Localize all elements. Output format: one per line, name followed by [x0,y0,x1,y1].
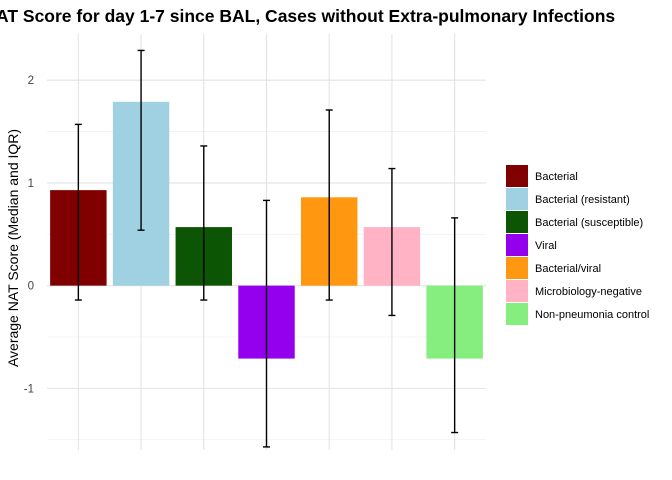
legend-label: Bacterial [535,171,578,183]
legend-item: Viral [506,234,557,256]
legend-item: Bacterial (susceptible) [506,211,643,233]
legend-key [506,257,528,279]
y-tick-label: 2 [28,75,34,87]
chart-title: AT Score for day 1-7 since BAL, Cases wi… [0,6,615,26]
legend: Bacterial Bacterial (resistant) Bacterial … [506,165,649,325]
legend-key [506,303,528,325]
legend-label: Bacterial (susceptible) [535,217,643,229]
legend-key [506,188,528,210]
legend-item: Bacterial [506,165,578,187]
legend-label: Bacterial (resistant) [535,194,630,206]
legend-item: Microbiology-negative [506,280,642,302]
error-bar-1 [74,123,82,301]
y-axis-title: Average NAT Score (Median and IQR) [5,129,21,367]
legend-key [506,165,528,187]
error-bar-7 [451,217,459,434]
legend-key [506,211,528,233]
error-bar-2 [137,49,145,231]
error-bar-3 [200,145,208,301]
legend-item: Bacterial (resistant) [506,188,630,210]
legend-label: Microbiology-negative [535,286,642,298]
error-bar-4 [263,199,270,448]
legend-item: Non-pneumonia control [506,303,649,325]
error-bar-5 [325,109,333,301]
y-tick-label: 0 [28,281,34,293]
y-tick-label: -1 [24,383,34,395]
legend-key [506,280,528,302]
legend-label: Bacterial/viral [535,263,601,275]
legend-item: Bacterial/viral [506,257,601,279]
error-bar-6 [388,167,396,317]
error-bars [74,49,459,448]
legend-label: Viral [535,240,557,252]
legend-label: Non-pneumonia control [535,309,649,321]
y-axis-ticks: -1 0 1 2 [24,75,34,395]
y-tick-label: 1 [28,178,34,190]
legend-key [506,234,528,256]
